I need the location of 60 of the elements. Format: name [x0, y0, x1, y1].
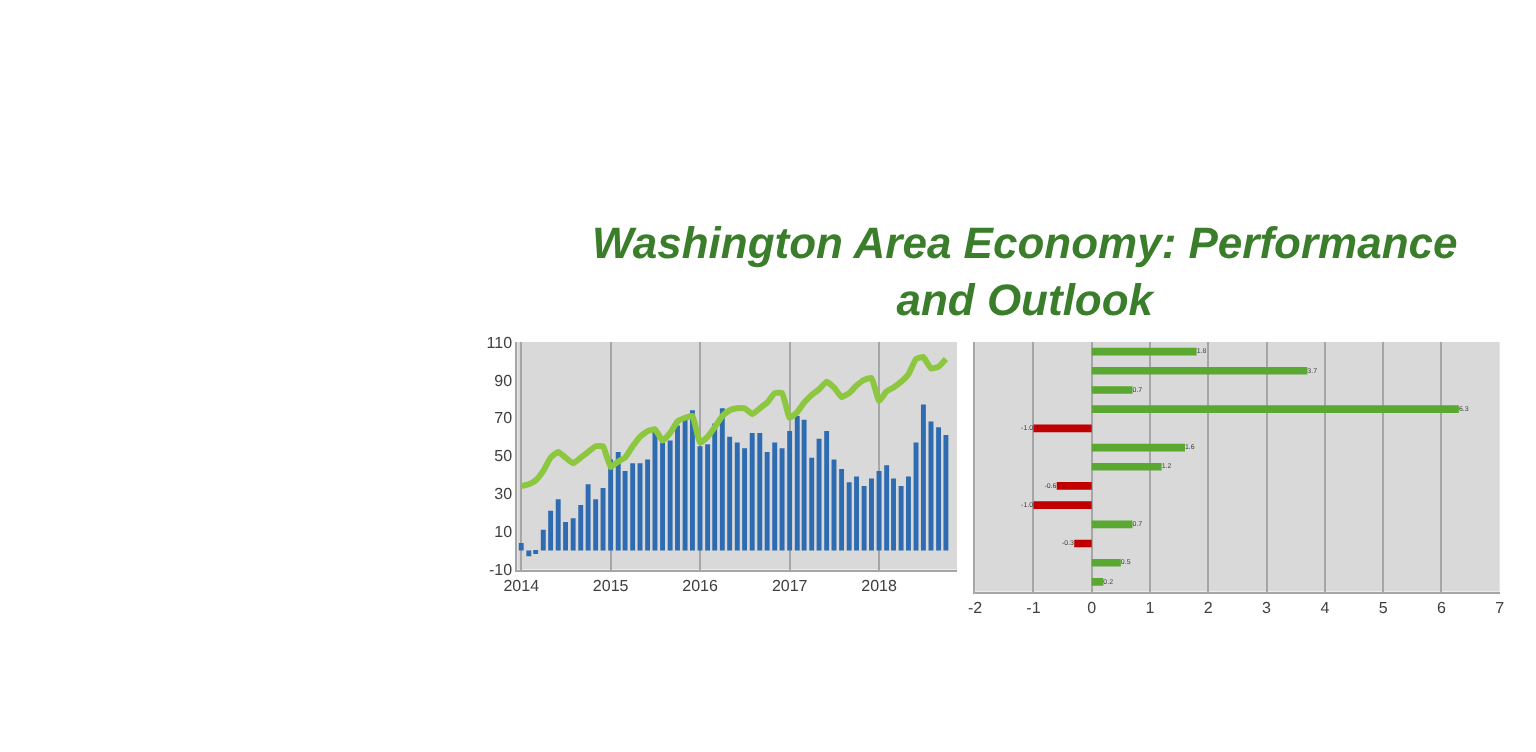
x-tick-label: -2	[968, 598, 984, 617]
bar	[1091, 347, 1197, 356]
bar	[920, 404, 926, 551]
y-tick-label: 10	[494, 523, 514, 542]
bar	[615, 451, 621, 551]
x-tick-label: 2	[1203, 598, 1214, 617]
bar	[689, 410, 695, 551]
bar	[1074, 539, 1092, 548]
bar	[585, 484, 591, 551]
bar	[1033, 501, 1092, 509]
x-tick-label: 2014	[503, 576, 541, 595]
y-tick-label: -10	[488, 561, 514, 580]
chart-title: Washington Area Economy: Performance and Outlook	[592, 218, 1458, 326]
bar	[824, 431, 830, 551]
x-tick-label: 5	[1378, 598, 1389, 617]
bar	[1091, 558, 1121, 567]
x-tick-label: 2016	[682, 576, 719, 595]
bar	[876, 470, 882, 551]
x-tick-label: 1	[1145, 598, 1156, 617]
bar	[1091, 462, 1162, 471]
bar	[1091, 405, 1459, 413]
bar	[734, 442, 740, 551]
y-tick-label: 110	[486, 333, 514, 352]
bar	[854, 476, 859, 551]
bar	[675, 425, 680, 551]
bar	[943, 434, 949, 551]
x-tick-label: 2018	[861, 576, 898, 595]
x-tick-label: 6	[1436, 598, 1447, 617]
bar	[936, 427, 942, 551]
x-tick-label: 7	[1495, 598, 1506, 617]
bar	[801, 419, 807, 551]
y-tick-label: 30	[494, 485, 514, 504]
bar	[749, 432, 755, 551]
bar	[630, 463, 636, 551]
x-tick-label: -1	[1026, 598, 1042, 617]
bar	[1091, 578, 1104, 586]
bar	[772, 442, 778, 551]
bar	[1091, 443, 1185, 452]
bar	[1091, 520, 1133, 529]
x-tick-label: 2017	[771, 576, 809, 595]
bar	[1033, 424, 1092, 433]
bar	[884, 465, 890, 551]
bar	[1056, 482, 1092, 490]
bar	[719, 408, 725, 551]
bar	[1091, 386, 1133, 394]
x-tick-label: 4	[1320, 598, 1331, 617]
bar	[1091, 366, 1308, 375]
bar	[518, 542, 524, 551]
y-tick-label: 90	[494, 371, 514, 390]
x-tick-label: 0	[1087, 598, 1098, 617]
bar	[794, 415, 800, 551]
x-tick-label: 2015	[592, 576, 630, 595]
bar	[555, 499, 561, 551]
y-tick-label: 50	[494, 447, 514, 466]
bar	[816, 438, 822, 551]
x-tick-label: 3	[1262, 598, 1273, 617]
line-series	[518, 354, 949, 490]
bar	[869, 478, 874, 551]
y-tick-label: 70	[494, 409, 514, 428]
bar	[757, 432, 763, 551]
